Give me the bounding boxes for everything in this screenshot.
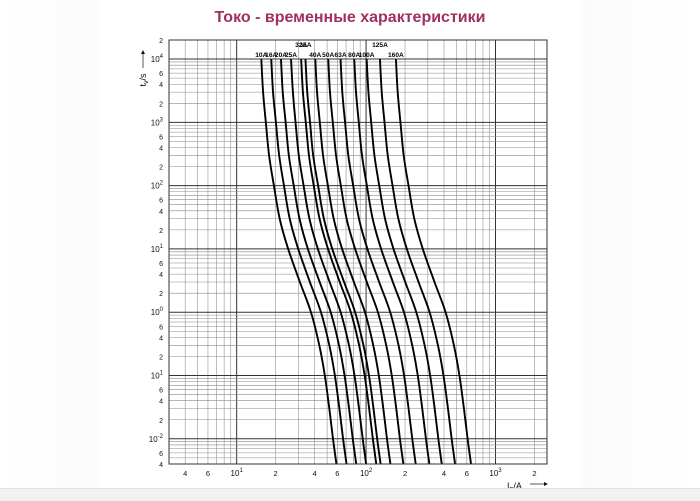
curve-label-50A: 50A — [322, 52, 334, 59]
curve-label-10A: 10A — [255, 52, 267, 59]
x-tick-label: 4 — [183, 469, 187, 478]
y-tick-label: 4 — [159, 209, 163, 216]
x-tick-label: 101 — [231, 468, 244, 478]
y-tick-label: 104 — [151, 54, 164, 64]
y-tick-label: 2 — [159, 38, 163, 45]
plot-frame — [168, 39, 548, 465]
y-tick-label: 102 — [151, 181, 164, 191]
x-tick-label: 2 — [274, 469, 278, 478]
y-tick-label: 6 — [159, 451, 163, 458]
y-tick-label: 6 — [159, 71, 163, 78]
curve-label-35A: 35A — [299, 42, 311, 49]
curve-label-16A: 16A — [265, 52, 277, 59]
y-tick-label: 6 — [159, 388, 163, 395]
curve-label-25A: 25A — [285, 52, 297, 59]
x-tick-label: 2 — [403, 469, 407, 478]
y-tick-label: 2 — [159, 228, 163, 235]
curve-100A — [365, 58, 443, 465]
x-tick-label: 6 — [465, 469, 469, 478]
curve-label-20A: 20A — [275, 52, 287, 59]
chart-title: Токо - временные характеристики — [214, 9, 486, 26]
curve-label-40A: 40A — [309, 52, 321, 59]
curve-50A — [327, 59, 405, 465]
curve-20A — [280, 58, 358, 465]
y-tick-label: 10-2 — [149, 434, 164, 444]
y-tick-label: 101 — [151, 244, 164, 254]
curve-80A — [353, 58, 431, 465]
x-tick-label: 4 — [442, 469, 446, 478]
y-axis-label: tv/s — [138, 50, 150, 87]
y-tick-label: 6 — [159, 261, 163, 268]
x-tick-label: 2 — [532, 469, 536, 478]
x-tick-labels: 4 6 101 2 4 6 102 2 4 6 103 2 — [183, 468, 536, 478]
curve-40A — [314, 58, 392, 465]
curve-label-80A: 80A — [348, 52, 360, 59]
y-tick-label: 6 — [159, 324, 163, 331]
x-tick-label: 6 — [206, 469, 210, 478]
x-tick-label: 103 — [489, 468, 502, 478]
x-tick-label: 6 — [335, 469, 339, 478]
x-tick-label: 102 — [360, 468, 373, 478]
y-tick-labels: 4 6 10-2 2 4 6 101 2 4 6 100 2 4 6 101 2 4 6 102 2 4 6 103 2 4 6 1… — [149, 38, 164, 469]
bottom-strip — [0, 488, 700, 501]
curve-label-160A: 160A — [388, 52, 404, 59]
curve-10A — [260, 58, 338, 465]
curve-160A — [394, 58, 472, 465]
curve-35A — [304, 58, 382, 465]
y-tick-label: 2 — [159, 101, 163, 108]
right-margin-band — [580, 0, 700, 500]
curve-label-63A: 63A — [335, 52, 347, 59]
x-tick-label: 4 — [312, 469, 316, 478]
y-tick-label: 2 — [159, 291, 163, 298]
curve-125A — [379, 59, 457, 465]
y-tick-label: 100 — [151, 307, 164, 317]
y-tick-label: 6 — [159, 134, 163, 141]
y-tick-label: 4 — [159, 462, 163, 469]
y-tick-label: 103 — [151, 117, 164, 127]
left-margin-band — [0, 0, 100, 500]
curve-label-100A: 100A — [359, 52, 375, 59]
y-tick-label: 2 — [159, 354, 163, 361]
curve-25A — [290, 58, 368, 465]
y-tick-label: 4 — [159, 146, 163, 153]
y-tick-label: 4 — [159, 272, 163, 279]
curve-label-125A: 125A — [372, 42, 388, 49]
y-tick-label: 4 — [159, 399, 163, 406]
curve-63A — [339, 59, 417, 465]
y-tick-label: 2 — [159, 165, 163, 172]
y-tick-label: 6 — [159, 198, 163, 205]
y-tick-label: 4 — [159, 82, 163, 89]
y-tick-label: 101 — [151, 371, 164, 381]
y-tick-label: 4 — [159, 335, 163, 342]
curves — [260, 58, 472, 465]
curve-32A — [300, 59, 378, 465]
y-axis-label-text: tv/s — [138, 73, 150, 87]
curve-label-32A: 32A — [295, 42, 307, 49]
y-tick-label: 2 — [159, 418, 163, 425]
curve-16A — [270, 58, 348, 465]
